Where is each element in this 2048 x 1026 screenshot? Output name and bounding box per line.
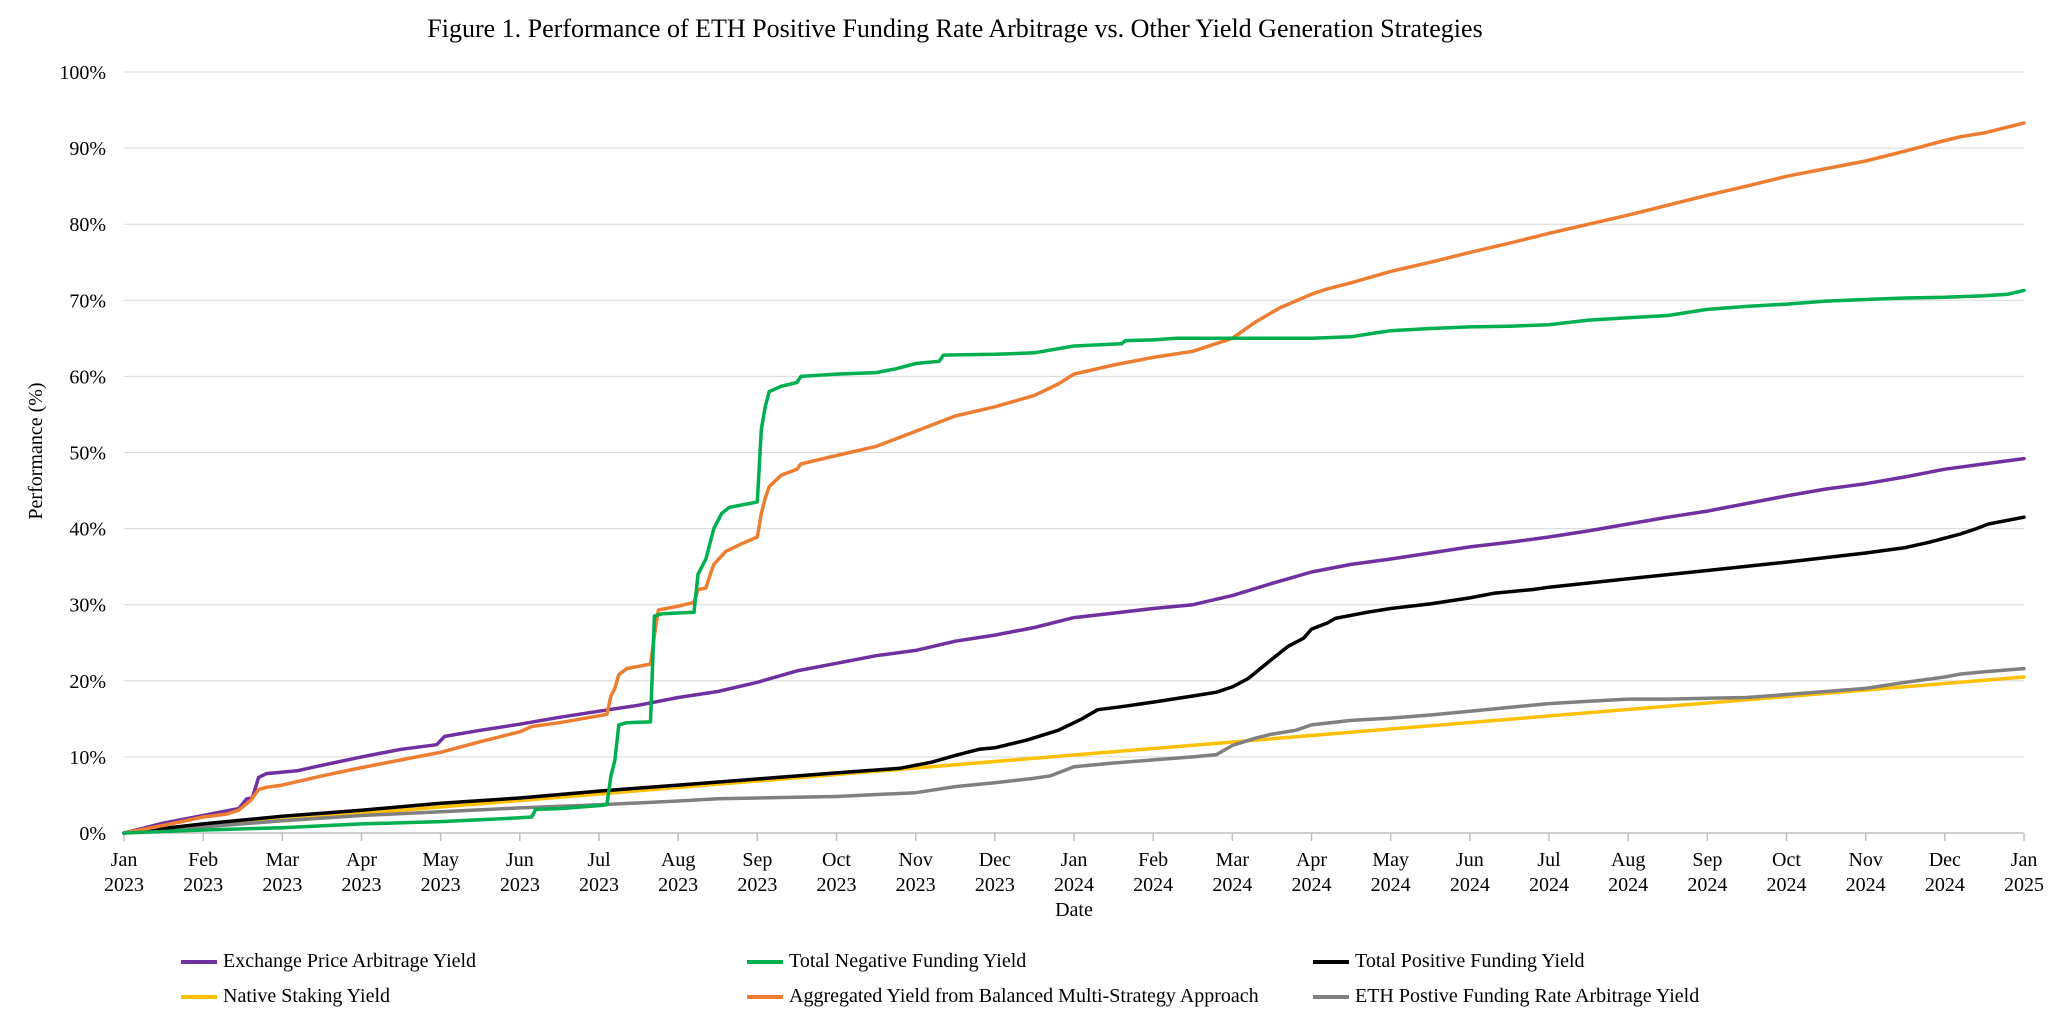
y-tick-label: 80%: [69, 214, 106, 236]
x-tick-label-year: 2023: [896, 874, 936, 896]
x-tick-label-year: 2024: [1212, 874, 1252, 896]
x-tick-label-year: 2024: [1054, 874, 1094, 896]
x-tick-label-year: 2023: [421, 874, 461, 896]
series-line-eth-postive-funding-rate-arbitrage-yield: [122, 666, 2026, 835]
y-tick-label: 70%: [69, 290, 106, 312]
x-tick-label-year: 2023: [658, 874, 698, 896]
y-axis-label: Performance (%): [25, 382, 47, 519]
x-axis-tick-labels: Jan 2023 Feb 2023 Mar 2023 Apr 2023 May 2023 Jun 20…: [104, 833, 2044, 896]
x-tick-label-month: Nov: [1848, 849, 1882, 871]
x-tick-label-month: Aug: [661, 849, 695, 871]
y-tick-label: 0%: [79, 823, 106, 845]
x-tick-label-year: 2024: [1371, 874, 1411, 896]
x-tick-label-month: May: [422, 849, 459, 871]
x-tick-label-year: 2024: [1292, 874, 1332, 896]
x-tick-label-month: Oct: [822, 849, 851, 871]
x-tick-label-year: 2024: [1608, 874, 1648, 896]
series-line-aggregated-yield-from-balanced-multi-strategy-approach: [122, 121, 2026, 835]
y-tick-label: 50%: [69, 443, 106, 465]
x-tick-label-year: 2023: [737, 874, 777, 896]
x-tick-label-year: 2024: [1133, 874, 1173, 896]
x-tick-label-month: Dec: [1929, 849, 1961, 871]
x-axis-label: Date: [1055, 899, 1093, 921]
y-axis-tick-labels: 0% 10% 20% 30% 40% 50% 60% 70% 80% 90% 100%: [59, 62, 106, 845]
series-line-exchange-price-arbitrage-yield: [122, 456, 2026, 835]
y-tick-label: 100%: [59, 62, 106, 84]
y-tick-label: 20%: [69, 671, 106, 693]
y-tick-label: 30%: [69, 595, 106, 617]
x-tick-label-year: 2023: [342, 874, 382, 896]
x-tick-label-year: 2024: [1767, 874, 1807, 896]
x-tick-label-year: 2023: [975, 874, 1015, 896]
x-tick-label-month: Apr: [346, 849, 377, 871]
x-tick-label-month: Jun: [1456, 849, 1484, 871]
series-lines: [122, 121, 2026, 835]
series-line-native-staking-yield: [122, 675, 2026, 835]
x-tick-label-month: Nov: [898, 849, 932, 871]
x-tick-label-year: 2024: [1925, 874, 1965, 896]
gridlines: [124, 71, 2024, 758]
y-tick-label: 40%: [69, 519, 106, 541]
x-tick-label-month: Jun: [506, 849, 534, 871]
x-tick-label-month: Feb: [1138, 849, 1168, 871]
x-tick-label-year: 2023: [104, 874, 144, 896]
x-tick-label-month: Jan: [1061, 849, 1088, 871]
series-line-total-positive-funding-yield: [122, 515, 2026, 835]
x-tick-label-month: Jul: [587, 849, 611, 871]
x-tick-label-month: Feb: [188, 849, 218, 871]
x-tick-label-year: 2023: [500, 874, 540, 896]
x-tick-label-year: 2023: [183, 874, 223, 896]
x-tick-label-year: 2024: [1450, 874, 1490, 896]
x-tick-label-month: Jan: [111, 849, 138, 871]
x-tick-label-month: Jan: [2011, 849, 2038, 871]
x-tick-label-year: 2023: [262, 874, 302, 896]
y-tick-label: 60%: [69, 366, 106, 388]
x-tick-label-month: Sep: [742, 849, 772, 871]
x-tick-label-month: Mar: [266, 849, 300, 871]
x-tick-label-month: Dec: [979, 849, 1011, 871]
series-line-total-negative-funding-yield: [122, 288, 2026, 835]
y-tick-label: 90%: [69, 138, 106, 160]
x-tick-label-month: Mar: [1216, 849, 1250, 871]
x-tick-label-year: 2024: [1687, 874, 1727, 896]
x-tick-label-month: Oct: [1772, 849, 1801, 871]
x-tick-label-month: Apr: [1296, 849, 1327, 871]
x-tick-label-year: 2023: [579, 874, 619, 896]
x-tick-label-year: 2025: [2004, 874, 2044, 896]
x-tick-label-month: Sep: [1692, 849, 1722, 871]
y-tick-label: 10%: [69, 747, 106, 769]
x-tick-label-year: 2024: [1529, 874, 1569, 896]
x-tick-label-month: Jul: [1537, 849, 1561, 871]
x-tick-label-year: 2023: [817, 874, 857, 896]
x-tick-label-year: 2024: [1846, 874, 1886, 896]
chart-title: Figure 1. Performance of ETH Positive Fu…: [427, 14, 1482, 43]
x-tick-label-month: Aug: [1611, 849, 1645, 871]
x-tick-label-month: May: [1372, 849, 1409, 871]
